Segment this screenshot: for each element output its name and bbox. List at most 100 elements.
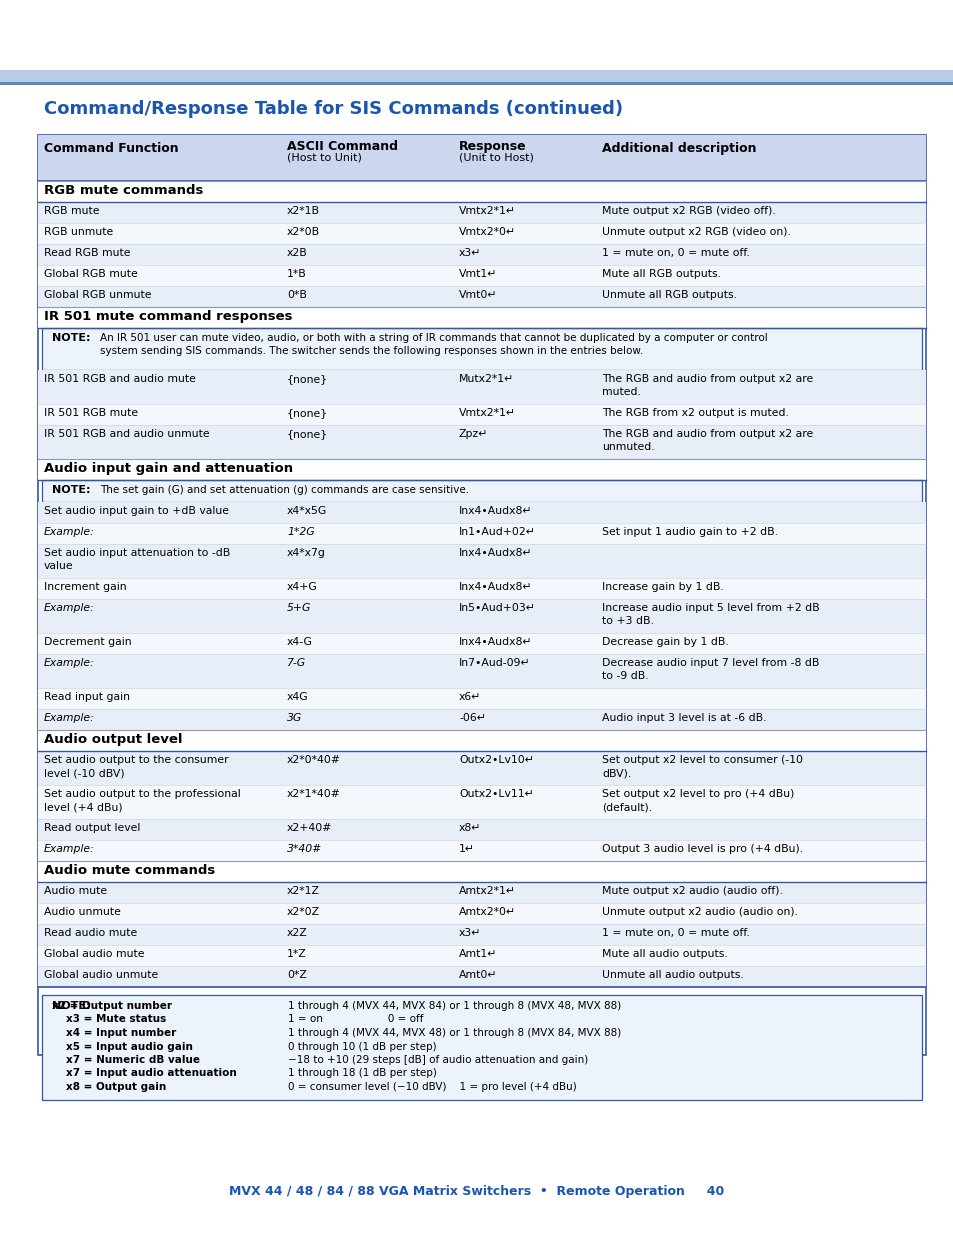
Bar: [38, 522, 925, 543]
Text: Set audio input attenuation to -dB: Set audio input attenuation to -dB: [44, 548, 230, 558]
Text: x5 = Input audio gain: x5 = Input audio gain: [66, 1041, 193, 1051]
Text: RGB mute commands: RGB mute commands: [44, 184, 203, 198]
Text: Example:: Example:: [44, 603, 94, 613]
Text: x4+G: x4+G: [287, 582, 317, 592]
Text: Audio input 3 level is at -6 dB.: Audio input 3 level is at -6 dB.: [601, 713, 765, 722]
Text: 1 = mute on, 0 = mute off.: 1 = mute on, 0 = mute off.: [601, 248, 749, 258]
Text: Inx4•Audx8↵: Inx4•Audx8↵: [458, 582, 532, 592]
Text: IR 501 RGB and audio unmute: IR 501 RGB and audio unmute: [44, 429, 210, 438]
Bar: [38, 882, 925, 903]
Text: The RGB and audio from output x2 are: The RGB and audio from output x2 are: [601, 429, 812, 438]
Bar: [38, 245, 925, 266]
Bar: [38, 425, 925, 459]
Text: dBV).: dBV).: [601, 768, 631, 778]
Text: Audio input gain and attenuation: Audio input gain and attenuation: [44, 462, 293, 475]
Text: Example:: Example:: [44, 713, 94, 722]
Bar: [38, 404, 925, 425]
Text: 1*2G: 1*2G: [287, 527, 314, 537]
Text: 7-G: 7-G: [287, 658, 306, 668]
Bar: [38, 578, 925, 599]
Text: IR 501 RGB mute: IR 501 RGB mute: [44, 408, 138, 417]
Bar: [38, 224, 925, 245]
Text: unmuted.: unmuted.: [601, 442, 654, 452]
Text: x2 = Output number: x2 = Output number: [52, 1002, 172, 1011]
Bar: [42, 995, 921, 1100]
Text: Global RGB unmute: Global RGB unmute: [44, 290, 152, 300]
Bar: [38, 945, 925, 966]
Text: Vmt1↵: Vmt1↵: [458, 269, 497, 279]
Text: x4G: x4G: [287, 692, 309, 701]
Text: NOTE:: NOTE:: [52, 485, 91, 495]
Text: Set audio input gain to +dB value: Set audio input gain to +dB value: [44, 506, 229, 516]
Text: Increase gain by 1 dB.: Increase gain by 1 dB.: [601, 582, 723, 592]
Text: (default).: (default).: [601, 802, 652, 811]
Text: The RGB from x2 output is muted.: The RGB from x2 output is muted.: [601, 408, 788, 417]
Text: −18 to +10 (29 steps [dB] of audio attenuation and gain): −18 to +10 (29 steps [dB] of audio atten…: [288, 1055, 588, 1065]
Text: level (+4 dBu): level (+4 dBu): [44, 802, 123, 811]
Text: 0 through 10 (1 dB per step): 0 through 10 (1 dB per step): [288, 1041, 436, 1051]
Text: An IR 501 user can mute video, audio, or both with a string of IR commands that : An IR 501 user can mute video, audio, or…: [100, 333, 767, 343]
Text: RGB mute: RGB mute: [44, 206, 99, 216]
Text: Outx2•Lv11↵: Outx2•Lv11↵: [458, 789, 533, 799]
Text: x2*1B: x2*1B: [287, 206, 319, 216]
Text: Additional description: Additional description: [601, 142, 756, 156]
Text: Mute all RGB outputs.: Mute all RGB outputs.: [601, 269, 720, 279]
Text: Response: Response: [458, 140, 526, 153]
Text: x3↵: x3↵: [458, 927, 481, 939]
Bar: [38, 543, 925, 578]
Bar: [38, 599, 925, 634]
Bar: [38, 751, 925, 785]
Text: x2*1Z: x2*1Z: [287, 885, 319, 897]
Text: (Host to Unit): (Host to Unit): [287, 153, 361, 163]
Text: 0*B: 0*B: [287, 290, 307, 300]
Text: Mute output x2 audio (audio off).: Mute output x2 audio (audio off).: [601, 885, 782, 897]
Bar: [42, 480, 921, 501]
Text: In5•Aud+03↵: In5•Aud+03↵: [458, 603, 536, 613]
Text: to +3 dB.: to +3 dB.: [601, 616, 653, 626]
Text: x2B: x2B: [287, 248, 308, 258]
Bar: [38, 266, 925, 287]
Text: 0 = consumer level (−10 dBV)    1 = pro level (+4 dBu): 0 = consumer level (−10 dBV) 1 = pro lev…: [288, 1082, 577, 1092]
Text: value: value: [44, 561, 73, 571]
Text: {none}: {none}: [287, 374, 328, 384]
Text: Set output x2 level to consumer (-10: Set output x2 level to consumer (-10: [601, 755, 802, 764]
Text: Amt1↵: Amt1↵: [458, 948, 497, 960]
Text: Amtx2*1↵: Amtx2*1↵: [458, 885, 516, 897]
Bar: [38, 655, 925, 688]
Text: Increment gain: Increment gain: [44, 582, 127, 592]
Bar: [38, 370, 925, 404]
Text: Read input gain: Read input gain: [44, 692, 130, 701]
Text: Mute output x2 RGB (video off).: Mute output x2 RGB (video off).: [601, 206, 775, 216]
Bar: [38, 785, 925, 819]
Bar: [38, 966, 925, 987]
Text: Read output level: Read output level: [44, 823, 140, 832]
Text: x3 = Mute status: x3 = Mute status: [66, 1014, 166, 1025]
Text: Inx4•Audx8↵: Inx4•Audx8↵: [458, 548, 532, 558]
Text: Example:: Example:: [44, 844, 94, 853]
Text: x8↵: x8↵: [458, 823, 481, 832]
Text: 1 through 18 (1 dB per step): 1 through 18 (1 dB per step): [288, 1068, 436, 1078]
Text: level (-10 dBV): level (-10 dBV): [44, 768, 125, 778]
Text: ASCII Command: ASCII Command: [287, 140, 397, 153]
Text: Decrement gain: Decrement gain: [44, 637, 132, 647]
Text: Read audio mute: Read audio mute: [44, 927, 137, 939]
Text: Example:: Example:: [44, 658, 94, 668]
Text: x2*0B: x2*0B: [287, 227, 320, 237]
Text: {none}: {none}: [287, 408, 328, 417]
Bar: [38, 634, 925, 655]
Text: system sending SIS commands. The switcher sends the following responses shown in: system sending SIS commands. The switche…: [100, 346, 642, 356]
Text: 1 = on                    0 = off: 1 = on 0 = off: [288, 1014, 423, 1025]
Text: The RGB and audio from output x2 are: The RGB and audio from output x2 are: [601, 374, 812, 384]
Text: x4*x5G: x4*x5G: [287, 506, 327, 516]
Text: Amt0↵: Amt0↵: [458, 969, 497, 981]
Text: MVX 44 / 48 / 84 / 88 VGA Matrix Switchers  •  Remote Operation     40: MVX 44 / 48 / 84 / 88 VGA Matrix Switche…: [229, 1186, 724, 1198]
Text: Inx4•Audx8↵: Inx4•Audx8↵: [458, 506, 532, 516]
Text: Set input 1 audio gain to +2 dB.: Set input 1 audio gain to +2 dB.: [601, 527, 778, 537]
Text: NOTE:: NOTE:: [52, 1002, 91, 1011]
Text: Global RGB mute: Global RGB mute: [44, 269, 137, 279]
Bar: [38, 709, 925, 730]
Text: Global audio mute: Global audio mute: [44, 948, 144, 960]
Text: 0*Z: 0*Z: [287, 969, 307, 981]
Text: x6↵: x6↵: [458, 692, 481, 701]
Bar: [38, 861, 925, 882]
